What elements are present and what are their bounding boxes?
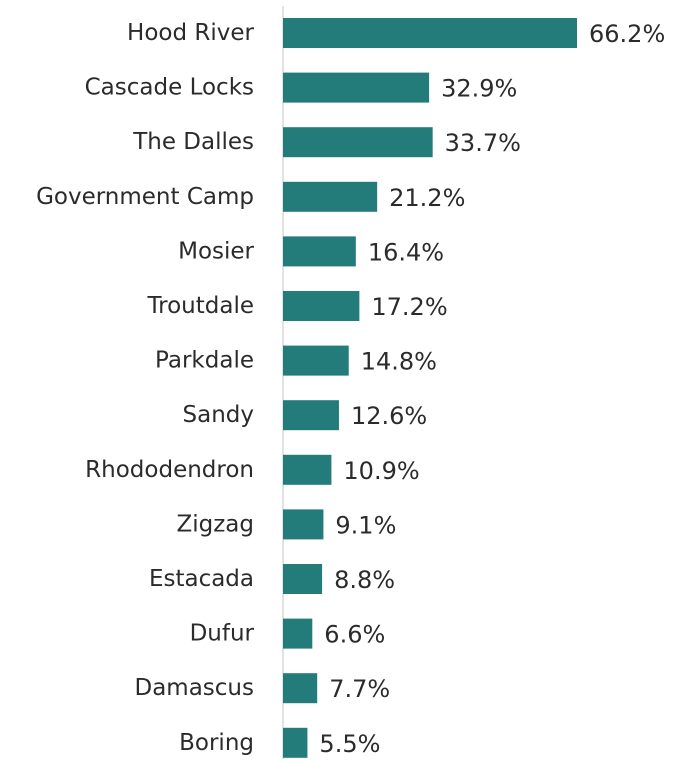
value-label: 32.9% xyxy=(441,75,517,103)
value-labels-group: 66.2% 32.9% 33.7% 21.2% 16.4% 17.2% 14.8% 12.6%… xyxy=(319,20,665,758)
bar-dufur xyxy=(283,618,313,649)
value-label: 33.7% xyxy=(445,129,521,157)
category-label: Parkdale xyxy=(155,348,254,374)
bar-hood-river xyxy=(283,18,577,48)
value-label: 10.9% xyxy=(343,457,419,485)
value-label: 5.5% xyxy=(319,730,380,758)
bar-troutdale xyxy=(283,291,360,321)
category-label: Rhododendron xyxy=(85,457,254,483)
value-label: 8.8% xyxy=(334,566,395,594)
category-label: Sandy xyxy=(183,402,254,428)
category-label: Troutdale xyxy=(146,293,254,319)
category-label: Zigzag xyxy=(176,511,254,537)
bar-damascus xyxy=(283,673,318,704)
category-label: Dufur xyxy=(190,621,255,647)
value-label: 21.2% xyxy=(389,184,465,212)
category-label: Cascade Locks xyxy=(85,75,254,101)
category-label: Boring xyxy=(179,730,254,756)
value-label: 12.6% xyxy=(351,402,427,430)
category-label: Government Camp xyxy=(36,184,254,210)
bar-boring xyxy=(283,727,308,758)
value-label: 14.8% xyxy=(361,348,437,376)
bar-sandy xyxy=(283,400,339,431)
bar-parkdale xyxy=(283,345,349,376)
bar-zigzag xyxy=(283,509,324,540)
bars-group xyxy=(283,18,577,758)
bar-rhododendron xyxy=(283,454,332,485)
value-label: 6.6% xyxy=(324,621,385,649)
bar-estacada xyxy=(283,564,323,594)
bar-government-camp xyxy=(283,181,378,212)
category-labels-group: Hood River Cascade Locks The Dalles Governm… xyxy=(36,20,254,756)
category-label: The Dalles xyxy=(132,129,254,155)
value-label: 9.1% xyxy=(335,511,396,539)
value-label: 66.2% xyxy=(589,20,665,48)
category-label: Hood River xyxy=(127,20,254,46)
value-label: 16.4% xyxy=(368,238,444,266)
category-label: Damascus xyxy=(135,675,255,701)
bar-the-dalles xyxy=(283,127,433,158)
category-label: Estacada xyxy=(149,566,254,592)
bar-cascade-locks xyxy=(283,72,430,103)
category-label: Mosier xyxy=(178,238,254,264)
value-label: 7.7% xyxy=(329,675,390,703)
bar-mosier xyxy=(283,236,356,267)
value-label: 17.2% xyxy=(371,293,447,321)
